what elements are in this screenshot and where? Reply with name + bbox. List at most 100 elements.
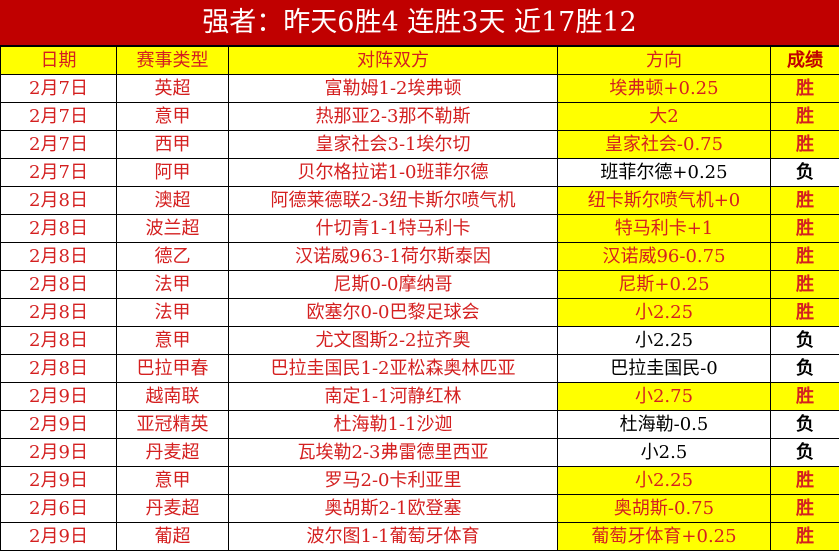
results-table: 日期 赛事类型 对阵双方 方向 成绩 2月7日 英超 富勒姆1-2埃弗顿 埃弗顿+0.… [0, 46, 839, 551]
league-cell: 巴拉甲春 [116, 354, 229, 383]
result-cell: 负 [770, 438, 839, 467]
result-cell: 胜 [770, 298, 839, 327]
table-row: 2月9日 越南联 南定1-1河静红林 小2.75 胜 [0, 382, 839, 411]
match-cell: 皇家社会3-1埃尔切 [228, 130, 558, 159]
match-cell: 欧塞尔0-0巴黎足球会 [228, 298, 558, 327]
header-league: 赛事类型 [116, 46, 229, 75]
match-cell: 奥胡斯2-1欧登塞 [228, 494, 558, 523]
result-cell: 胜 [770, 382, 839, 411]
result-cell: 胜 [770, 522, 839, 551]
result-cell: 负 [770, 326, 839, 355]
league-cell: 阿甲 [116, 158, 229, 187]
pick-cell: 尼斯+0.25 [557, 270, 771, 299]
table-row: 2月8日 波兰超 什切青1-1特马利卡 特马利卡+1 胜 [0, 214, 839, 243]
table-row: 2月8日 澳超 阿德莱德联2-3纽卡斯尔喷气机 纽卡斯尔喷气机+0 胜 [0, 186, 839, 215]
table-row: 2月7日 阿甲 贝尔格拉诺1-0班菲尔德 班菲尔德+0.25 负 [0, 158, 839, 187]
header-pick: 方向 [557, 46, 771, 75]
header-result: 成绩 [770, 46, 839, 75]
result-cell: 胜 [770, 242, 839, 271]
date-cell: 2月6日 [0, 494, 117, 523]
league-cell: 意甲 [116, 466, 229, 495]
pick-cell: 奥胡斯-0.75 [557, 494, 771, 523]
pick-cell: 班菲尔德+0.25 [557, 158, 771, 187]
header-match: 对阵双方 [228, 46, 558, 75]
match-cell: 南定1-1河静红林 [228, 382, 558, 411]
result-cell: 胜 [770, 466, 839, 495]
pick-cell: 巴拉圭国民-0 [557, 354, 771, 383]
league-cell: 丹麦超 [116, 494, 229, 523]
date-cell: 2月7日 [0, 102, 117, 131]
pick-cell: 特马利卡+1 [557, 214, 771, 243]
table-row: 2月8日 法甲 尼斯0-0摩纳哥 尼斯+0.25 胜 [0, 270, 839, 299]
match-cell: 杜海勒1-1沙迦 [228, 410, 558, 439]
league-cell: 丹麦超 [116, 438, 229, 467]
pick-cell: 小2.25 [557, 298, 771, 327]
result-cell: 胜 [770, 186, 839, 215]
date-cell: 2月8日 [0, 242, 117, 271]
result-cell: 胜 [770, 102, 839, 131]
pick-cell: 杜海勒-0.5 [557, 410, 771, 439]
match-cell: 巴拉圭国民1-2亚松森奥林匹亚 [228, 354, 558, 383]
league-cell: 法甲 [116, 298, 229, 327]
header-row: 日期 赛事类型 对阵双方 方向 成绩 [0, 46, 839, 75]
result-cell: 负 [770, 354, 839, 383]
pick-cell: 小2.5 [557, 438, 771, 467]
match-cell: 热那亚2-3那不勒斯 [228, 102, 558, 131]
date-cell: 2月8日 [0, 214, 117, 243]
league-cell: 英超 [116, 74, 229, 103]
result-cell: 胜 [770, 214, 839, 243]
result-cell: 胜 [770, 74, 839, 103]
table-row: 2月9日 亚冠精英 杜海勒1-1沙迦 杜海勒-0.5 负 [0, 410, 839, 439]
table-row: 2月8日 巴拉甲春 巴拉圭国民1-2亚松森奥林匹亚 巴拉圭国民-0 负 [0, 354, 839, 383]
result-cell: 负 [770, 410, 839, 439]
league-cell: 意甲 [116, 326, 229, 355]
pick-cell: 埃弗顿+0.25 [557, 74, 771, 103]
table-row: 2月8日 法甲 欧塞尔0-0巴黎足球会 小2.25 胜 [0, 298, 839, 327]
match-cell: 波尔图1-1葡萄牙体育 [228, 522, 558, 551]
league-cell: 波兰超 [116, 214, 229, 243]
result-cell: 胜 [770, 130, 839, 159]
date-cell: 2月9日 [0, 522, 117, 551]
league-cell: 葡超 [116, 522, 229, 551]
table-row: 2月6日 丹麦超 奥胡斯2-1欧登塞 奥胡斯-0.75 胜 [0, 494, 839, 523]
date-cell: 2月8日 [0, 270, 117, 299]
result-cell: 负 [770, 158, 839, 187]
table-row: 2月9日 丹麦超 瓦埃勒2-3弗雷德里西亚 小2.5 负 [0, 438, 839, 467]
date-cell: 2月9日 [0, 382, 117, 411]
league-cell: 法甲 [116, 270, 229, 299]
league-cell: 澳超 [116, 186, 229, 215]
league-cell: 越南联 [116, 382, 229, 411]
pick-cell: 小2.25 [557, 466, 771, 495]
table-row: 2月7日 英超 富勒姆1-2埃弗顿 埃弗顿+0.25 胜 [0, 74, 839, 103]
page-title: 强者：昨天6胜4 连胜3天 近17胜12 [0, 0, 839, 46]
date-cell: 2月9日 [0, 410, 117, 439]
match-cell: 阿德莱德联2-3纽卡斯尔喷气机 [228, 186, 558, 215]
match-cell: 尼斯0-0摩纳哥 [228, 270, 558, 299]
match-cell: 什切青1-1特马利卡 [228, 214, 558, 243]
match-cell: 贝尔格拉诺1-0班菲尔德 [228, 158, 558, 187]
table-row: 2月7日 西甲 皇家社会3-1埃尔切 皇家社会-0.75 胜 [0, 130, 839, 159]
date-cell: 2月9日 [0, 438, 117, 467]
match-cell: 富勒姆1-2埃弗顿 [228, 74, 558, 103]
date-cell: 2月8日 [0, 186, 117, 215]
header-date: 日期 [0, 46, 117, 75]
league-cell: 亚冠精英 [116, 410, 229, 439]
date-cell: 2月9日 [0, 466, 117, 495]
pick-cell: 纽卡斯尔喷气机+0 [557, 186, 771, 215]
match-cell: 瓦埃勒2-3弗雷德里西亚 [228, 438, 558, 467]
date-cell: 2月8日 [0, 298, 117, 327]
pick-cell: 葡萄牙体育+0.25 [557, 522, 771, 551]
match-cell: 汉诺威963-1荷尔斯泰因 [228, 242, 558, 271]
date-cell: 2月8日 [0, 354, 117, 383]
table-row: 2月8日 意甲 尤文图斯2-2拉齐奥 小2.25 负 [0, 326, 839, 355]
pick-cell: 小2.75 [557, 382, 771, 411]
table-row: 2月9日 意甲 罗马2-0卡利亚里 小2.25 胜 [0, 466, 839, 495]
pick-cell: 皇家社会-0.75 [557, 130, 771, 159]
result-cell: 胜 [770, 494, 839, 523]
pick-cell: 大2 [557, 102, 771, 131]
table-row: 2月9日 葡超 波尔图1-1葡萄牙体育 葡萄牙体育+0.25 胜 [0, 522, 839, 551]
pick-cell: 小2.25 [557, 326, 771, 355]
match-cell: 尤文图斯2-2拉齐奥 [228, 326, 558, 355]
date-cell: 2月8日 [0, 326, 117, 355]
league-cell: 西甲 [116, 130, 229, 159]
